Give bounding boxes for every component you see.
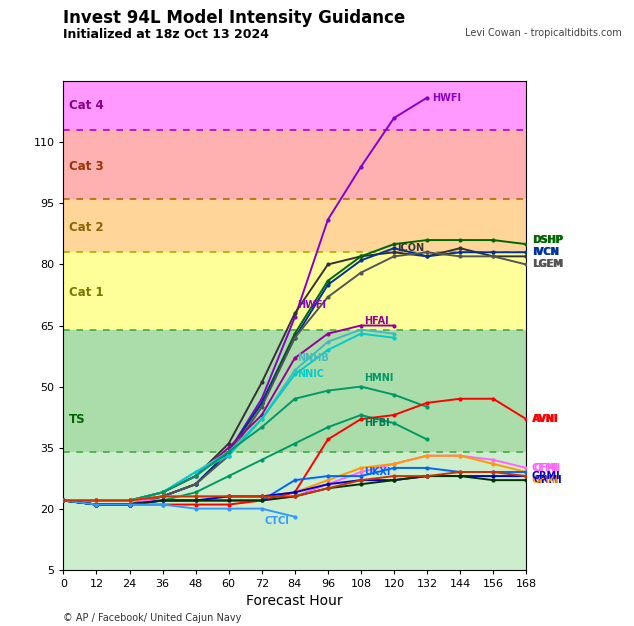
Text: Initialized at 18z Oct 13 2024: Initialized at 18z Oct 13 2024 — [63, 28, 269, 41]
Text: HFAI: HFAI — [364, 317, 388, 326]
Text: UKXI: UKXI — [364, 467, 390, 477]
Text: HMNI: HMNI — [364, 374, 393, 383]
Text: TS: TS — [69, 413, 86, 426]
Text: Cat 4: Cat 4 — [69, 100, 104, 112]
Bar — [63, 252, 526, 329]
Text: NNHB: NNHB — [297, 353, 329, 363]
Text: Levi Cowan - tropicaltidbits.com: Levi Cowan - tropicaltidbits.com — [465, 28, 621, 38]
Bar — [63, 329, 526, 452]
Bar — [63, 452, 526, 570]
Text: HWFI: HWFI — [297, 300, 327, 310]
Text: AVNI: AVNI — [533, 414, 559, 424]
Bar — [63, 130, 526, 199]
Text: NNIC: NNIC — [297, 369, 325, 379]
Text: GRMI: GRMI — [532, 471, 560, 481]
Text: CFMI: CFMI — [532, 463, 559, 473]
Text: HWFI: HWFI — [432, 93, 462, 103]
Bar — [63, 200, 526, 252]
Text: GRMI: GRMI — [533, 475, 562, 485]
Text: LGEM: LGEM — [532, 260, 562, 269]
Text: DSHP: DSHP — [532, 235, 562, 245]
Text: AVNI: AVNI — [532, 414, 558, 424]
Text: Cat 3: Cat 3 — [69, 160, 103, 173]
Text: Cat 1: Cat 1 — [69, 287, 103, 299]
Text: IVCN: IVCN — [532, 247, 558, 257]
Text: IVCN: IVCN — [533, 247, 560, 257]
Text: Invest 94L Model Intensity Guidance: Invest 94L Model Intensity Guidance — [63, 9, 406, 28]
Text: Cat 2: Cat 2 — [69, 222, 103, 234]
Text: ICON: ICON — [397, 244, 424, 253]
Text: DSHP: DSHP — [533, 235, 564, 245]
Text: HFBI: HFBI — [364, 418, 389, 428]
Text: CFMI: CFMI — [533, 463, 560, 473]
Text: GFMI: GFMI — [532, 475, 559, 485]
Text: LGEM: LGEM — [533, 260, 564, 269]
Text: CTCI: CTCI — [264, 516, 289, 526]
Text: © AP / Facebook/ United Cajun Navy: © AP / Facebook/ United Cajun Navy — [63, 613, 242, 623]
Bar — [63, 81, 526, 130]
X-axis label: Forecast Hour: Forecast Hour — [247, 594, 343, 608]
